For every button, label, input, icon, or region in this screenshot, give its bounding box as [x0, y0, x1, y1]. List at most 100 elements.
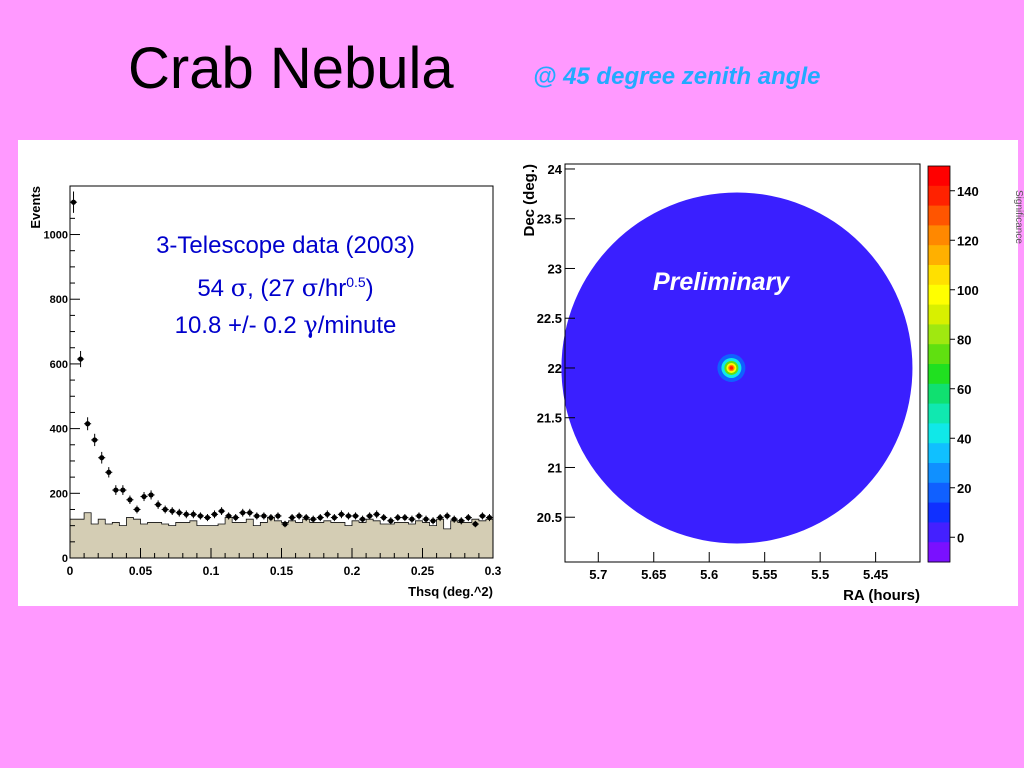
map-y-tick-label: 23.5: [537, 212, 562, 227]
colorbar-tick-label: 120: [957, 233, 979, 248]
data-point: [106, 469, 112, 475]
slide-title: Crab Nebula: [128, 36, 454, 101]
x-tick-label: 0.1: [203, 564, 220, 578]
colorbar-segment: [928, 344, 950, 365]
crab-detection-annotation: 3-Telescope data (2003) 54 σ, (27 σ/hr0.…: [118, 228, 453, 344]
y-tick-label: 800: [50, 294, 68, 306]
data-point: [451, 516, 457, 522]
colorbar-tick-label: 40: [957, 431, 971, 446]
colorbar-segment: [928, 522, 950, 543]
y-tick-label: 200: [50, 488, 68, 500]
theta-squared-plot-panel: 0 0.05 0.1 0.15 0.2 0.25 0.3 0 200 400 600 800 1000 T…: [18, 140, 546, 606]
annotation-significance-value: 54: [197, 275, 231, 302]
colorbar-segment: [928, 245, 950, 266]
data-point: [127, 497, 133, 503]
colorbar-tick-label: 20: [957, 481, 971, 496]
data-point: [345, 513, 352, 519]
annotation-line-3: 10.8 +/- 0.2 γ/minute: [118, 307, 453, 344]
data-point: [352, 513, 359, 519]
x-tick-label: 0.15: [270, 564, 294, 578]
data-point: [395, 514, 401, 521]
map-x-tick-label: 5.7: [589, 567, 607, 582]
data-point: [381, 514, 387, 521]
x-axis-label: Thsq (deg.^2): [408, 584, 493, 599]
colorbar-tick-label: 60: [957, 382, 971, 397]
data-point: [296, 513, 302, 519]
data-point: [423, 516, 429, 522]
data-point: [437, 514, 443, 521]
data-point: [486, 514, 493, 521]
data-point: [282, 521, 288, 527]
x-tick-label: 0: [67, 564, 74, 578]
map-y-tick-label: 20.5: [537, 510, 562, 525]
x-tick-label: 0.3: [485, 564, 502, 578]
colorbar-segment: [928, 463, 950, 484]
x-tick-label: 0.25: [411, 564, 435, 578]
data-point: [317, 514, 323, 521]
colorbar-segment: [928, 205, 950, 226]
data-point: [324, 511, 330, 517]
data-point: [367, 513, 373, 519]
colorbar-tick-label: 100: [957, 283, 979, 298]
map-x-tick-label: 5.6: [700, 567, 718, 582]
data-point: [261, 513, 267, 519]
data-point: [289, 514, 295, 521]
colorbar-frame: [927, 165, 951, 563]
colorbar-segment: [928, 383, 950, 405]
colorbar-segment: [928, 443, 950, 464]
x-tick-label: 0.2: [344, 564, 361, 578]
sky-map-heatmap: Preliminary 5.7 5.65 5.6 5.55 5.5 5.45 20.5 21 21…: [521, 162, 979, 604]
data-point: [240, 510, 246, 516]
data-point: [402, 514, 408, 521]
colorbar-segment: [928, 185, 950, 207]
y-tick-label: 400: [50, 424, 68, 436]
sigma-symbol: σ: [230, 274, 248, 302]
sigma-symbol-2: σ: [301, 274, 319, 302]
data-point: [92, 437, 98, 443]
data-point: [155, 502, 161, 508]
source-hotspot: [729, 366, 734, 370]
map-y-tick-label: 22.5: [537, 311, 562, 326]
data-point: [444, 513, 450, 519]
data-point: [331, 514, 337, 521]
map-y-tick-label: 21: [548, 460, 562, 475]
colorbar-segment: [928, 304, 950, 325]
data-point: [310, 516, 316, 522]
map-x-axis-label: RA (hours): [843, 587, 920, 604]
colorbar-segment: [928, 482, 950, 504]
data-point: [211, 511, 218, 517]
data-point: [472, 521, 478, 527]
data-point: [162, 506, 168, 513]
annotation-rate-close: ): [365, 275, 374, 302]
data-point: [148, 492, 154, 498]
data-point: [190, 511, 196, 517]
data-point: [359, 516, 366, 522]
data-point: [247, 510, 253, 516]
data-point: [338, 511, 345, 517]
annotation-gamma-rate: 10.8 +/- 0.2: [174, 312, 304, 339]
y-tick-label: 1000: [44, 230, 68, 242]
y-tick-label: 0: [62, 553, 68, 565]
data-point: [99, 455, 105, 461]
map-x-tick-label: 5.65: [641, 567, 666, 582]
x-tick-label: 0.05: [129, 564, 153, 578]
y-tick-label: 600: [50, 359, 68, 371]
sky-map-panel: Preliminary 5.7 5.65 5.6 5.55 5.5 5.45 20.5 21 21…: [520, 140, 1018, 606]
colorbar-segment: [928, 166, 950, 187]
annotation-line-2: 54 σ, (27 σ/hr0.5): [118, 264, 453, 307]
map-y-tick-label: 21.5: [537, 411, 562, 426]
data-point: [77, 356, 84, 362]
data-point: [141, 493, 147, 500]
data-point: [254, 513, 260, 519]
data-point: [388, 518, 394, 524]
data-point: [233, 514, 239, 521]
theta-squared-histogram: 0 0.05 0.1 0.15 0.2 0.25 0.3 0 200 400 600 800 1000 T…: [28, 185, 502, 599]
data-point: [430, 518, 436, 524]
data-point: [275, 513, 281, 519]
data-point: [416, 513, 422, 519]
slide-subtitle: @ 45 degree zenith angle: [533, 63, 821, 90]
data-point: [303, 514, 309, 521]
colorbar-segment: [928, 324, 950, 345]
colorbar-segment: [928, 284, 950, 306]
data-point: [465, 514, 471, 521]
